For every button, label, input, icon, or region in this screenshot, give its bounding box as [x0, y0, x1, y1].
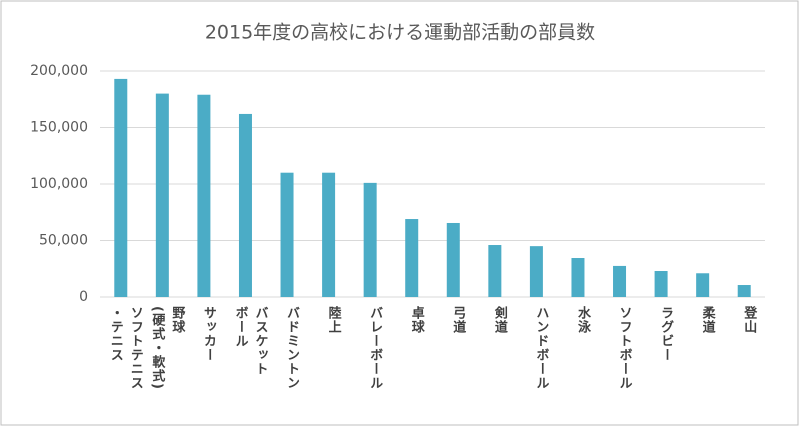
y-tick-label: 200,000: [30, 63, 88, 79]
x-tick-label: ソフトボール: [616, 306, 632, 390]
x-tick-label: 弓道: [450, 306, 466, 334]
bar: [197, 94, 211, 297]
x-tick-label: 登山: [741, 306, 757, 334]
y-tick-label: 50,000: [39, 233, 88, 249]
bar: [613, 265, 627, 297]
x-tick-label: 剣道: [491, 306, 507, 334]
bar: [737, 285, 751, 297]
x-tick-label: 柔道: [699, 306, 715, 334]
bar: [363, 182, 377, 297]
bar: [280, 172, 294, 297]
x-tick-label: ハンドボール: [533, 306, 549, 390]
chart-title: 2015年度の高校における運動部活動の部員数: [205, 22, 595, 44]
x-tick-label: 卓球: [408, 306, 424, 334]
bar: [488, 245, 502, 297]
bar: [571, 258, 585, 297]
x-tick-label: バレーボール: [367, 306, 383, 390]
x-tick-label: ラグビー: [658, 306, 674, 362]
y-tick-label: 0: [79, 289, 88, 305]
bar: [322, 172, 336, 297]
bar: [446, 222, 460, 297]
y-tick-label: 100,000: [30, 176, 88, 192]
x-tick-label: バドミントン: [284, 306, 300, 390]
x-tick-label: ソフトテニス ・テニス: [107, 306, 143, 390]
bar: [529, 246, 543, 297]
bar: [654, 271, 668, 297]
x-tick-label: 水泳: [574, 306, 590, 334]
x-tick-label: バスケット ボール: [232, 306, 268, 376]
bar: [238, 113, 252, 297]
x-tick-label: サッカー: [200, 306, 216, 362]
y-tick-label: 150,000: [30, 120, 88, 136]
x-tick-label: 野球 (硬式・軟式): [149, 306, 185, 390]
bar: [114, 78, 128, 297]
bar: [155, 93, 169, 297]
x-tick-label: 陸上: [325, 306, 341, 334]
bar: [405, 219, 419, 297]
bar: [696, 273, 710, 297]
